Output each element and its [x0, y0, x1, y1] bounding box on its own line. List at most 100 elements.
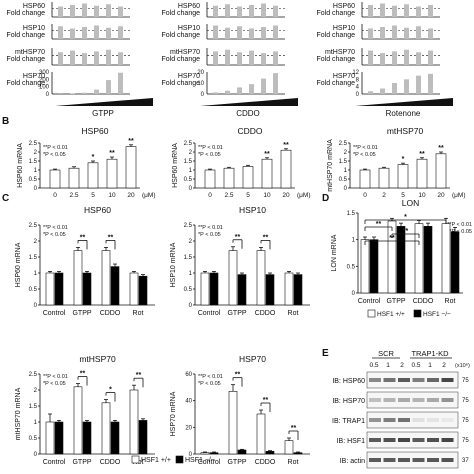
- panel-b-y-tick-label: 1.5: [339, 159, 348, 165]
- panel-a-row-sub: Fold change: [161, 32, 200, 39]
- panel-b-bar: [378, 167, 390, 189]
- panel-b-x-tick-label: 2: [382, 192, 386, 199]
- panel-c-sig-legend-1: **P < 0.01: [198, 225, 223, 231]
- panel-b-y-tick-label: 2.5: [184, 141, 193, 147]
- panel-c-bar-wt: [200, 452, 210, 455]
- panel-a-bar: [404, 4, 409, 17]
- panel-e-band: [383, 418, 396, 422]
- panel-b-y-tick-label: 2: [34, 150, 38, 156]
- panel-a-hsp70-bar: [118, 72, 123, 94]
- panel-a-bar: [225, 49, 230, 65]
- panel-b-x-unit: (μM): [452, 192, 466, 199]
- panel-c-category-label: GTPP: [227, 459, 246, 466]
- panel-a-hsp70-tick: 12: [352, 70, 359, 76]
- panel-a-bar: [273, 51, 278, 65]
- panel-a-row-name: mtHSP70: [15, 49, 45, 56]
- panel-b-y-tick-label: 2.5: [339, 141, 348, 147]
- panel-a-hsp70-bar: [82, 92, 87, 94]
- panel-b-sig-mark: **: [438, 145, 444, 152]
- panel-c-category-label: Control: [43, 459, 66, 466]
- panel-a-hsp70-tick: 0: [356, 92, 360, 98]
- panel-b-bar: [359, 169, 371, 189]
- panel-a-bar: [58, 6, 63, 17]
- panel-e-band: [412, 378, 425, 382]
- panel-e-band: [369, 458, 381, 462]
- panel-b-y-tick-label: 2.5: [29, 141, 38, 147]
- panel-c-category-label: Rot: [133, 310, 144, 317]
- panel-e-band: [441, 418, 454, 422]
- panel-c-bar-ko: [110, 421, 120, 455]
- panel-a-bar: [106, 4, 111, 17]
- panel-c-category-label: Control: [198, 310, 221, 317]
- panel-b-x-tick-label: 10: [418, 192, 426, 199]
- panel-a-hsp70-bar: [428, 73, 433, 94]
- panel-a-bar: [380, 53, 385, 65]
- panel-a-treatment-label: GTPP: [92, 109, 114, 118]
- panel-e-band: [412, 398, 425, 402]
- panel-c-category-label: CDDO: [255, 310, 276, 317]
- panel-c-category-label: GTPP: [72, 310, 91, 317]
- panel-e-band: [369, 398, 381, 402]
- panel-c-sig-legend-2: *P < 0.05: [198, 381, 221, 387]
- panel-c-sig-legend-1: **P < 0.01: [43, 225, 68, 231]
- panel-a-bar: [380, 27, 385, 39]
- panel-e-blot-frame: [366, 411, 459, 429]
- panel-a-row-name: HSP70: [178, 73, 200, 80]
- panel-b-ylabel: HSP60 mRNA: [172, 143, 179, 188]
- panel-d-bar-ko: [369, 239, 379, 294]
- panel-d-bar-wt: [360, 239, 370, 294]
- panel-a-bar: [249, 28, 254, 39]
- panel-c-bar-wt: [45, 272, 55, 306]
- panel-e-dose-label: 2: [442, 362, 446, 369]
- panel-d-ylabel: LON mRNA: [331, 234, 338, 271]
- panel-c-y-tick-label: 2.5: [29, 372, 38, 378]
- panel-b-y-tick-label: 1: [344, 168, 348, 174]
- panel-c-bar-ko: [54, 421, 64, 455]
- panel-a-bar: [380, 3, 385, 17]
- panel-b-sig-legend-2: *P < 0.05: [198, 152, 221, 158]
- panel-a-row-sub: Fold change: [6, 56, 45, 63]
- panel-a-row-sub: Fold change: [316, 10, 355, 17]
- panel-a-bar: [70, 5, 75, 17]
- panel-a-hsp70-bar: [392, 83, 397, 94]
- panel-c-sig-mark: **: [263, 397, 269, 404]
- panel-b-sig-legend-1: **P < 0.01: [198, 145, 223, 151]
- panel-c-bar-ko: [237, 449, 247, 455]
- panel-c-bar-wt: [228, 391, 238, 455]
- panel-a-hsp70-bar: [249, 84, 254, 94]
- panel-d-letter: D: [322, 193, 329, 204]
- panel-c-y-tick-label: 2.5: [184, 223, 193, 229]
- panel-e-band: [369, 378, 381, 382]
- panel-a-bar: [237, 52, 242, 65]
- panel-e-band: [412, 418, 425, 422]
- panel-e-dose-label: 1: [386, 362, 390, 369]
- panel-e-band: [398, 398, 410, 402]
- panel-d-category-label: GTPP: [386, 298, 405, 305]
- panel-e-band: [398, 418, 410, 422]
- panel-a-hsp70-bar: [106, 80, 111, 94]
- panel-b-y-tick-label: 1.5: [184, 159, 193, 165]
- panel-e-band: [383, 458, 396, 462]
- panel-d-legend-swatch-ko: [413, 309, 422, 318]
- panel-c-bar-wt: [284, 440, 294, 455]
- panel-a-hsp70-tick: 0: [46, 92, 50, 98]
- panel-a-hsp70-bar: [213, 92, 218, 94]
- panel-c-bar-wt: [256, 413, 266, 455]
- panel-c-bar-wt: [101, 250, 111, 306]
- panel-b-bar: [223, 167, 235, 189]
- panel-e-band: [441, 438, 454, 442]
- panel-c-bar-ko: [209, 272, 219, 306]
- panel-a-row-sub: Fold change: [6, 10, 45, 17]
- panel-c-category-label: GTPP: [227, 310, 246, 317]
- panel-a-bar: [368, 50, 373, 65]
- panel-b-ylabel: mtHSP70 mRNA: [327, 139, 334, 192]
- panel-a-bar: [225, 4, 230, 17]
- panel-a-bar: [368, 5, 373, 17]
- panel-c-y-tick-label: 0.5: [184, 287, 193, 293]
- panel-d-sig-legend-2: *P < 0.05: [449, 229, 472, 235]
- panel-c-bar-ko: [293, 452, 303, 455]
- panel-a-row-sub: Fold change: [161, 10, 200, 17]
- panel-b-bar: [435, 153, 447, 189]
- panel-c-bar-ko: [54, 272, 64, 306]
- panel-b-letter: B: [2, 116, 9, 127]
